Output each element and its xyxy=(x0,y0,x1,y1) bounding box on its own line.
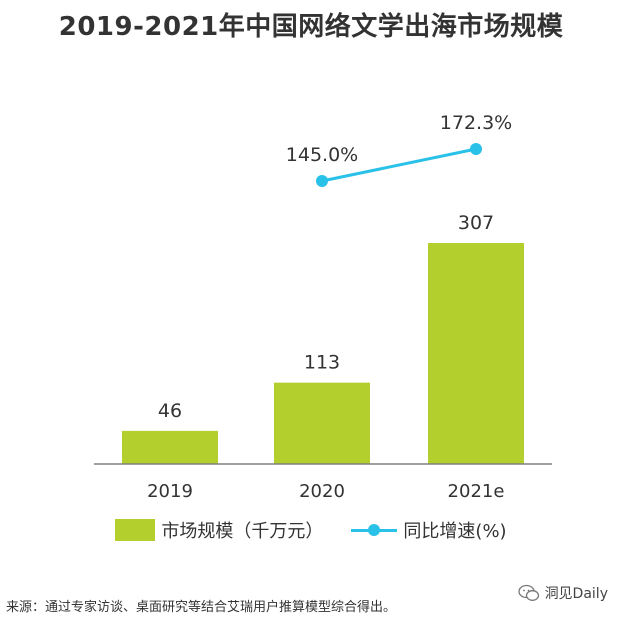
x-tick-label: 2021e xyxy=(448,481,505,502)
bar-value-label: 46 xyxy=(158,400,182,422)
legend-line-swatch xyxy=(351,519,398,541)
watermark: 洞见Daily xyxy=(517,583,608,603)
bar-2020 xyxy=(274,382,370,464)
bar-2019 xyxy=(122,430,218,464)
growth-value-label: 145.0% xyxy=(286,144,358,166)
chart-title: 2019-2021年中国网络文学出海市场规模 xyxy=(58,12,564,42)
source-note: 来源：通过专家访谈、桌面研究等结合艾瑞用户推算模型综合得出。 xyxy=(6,600,397,615)
bar-value-label: 113 xyxy=(304,352,340,374)
legend-bar-swatch xyxy=(115,519,156,541)
x-tick-label: 2020 xyxy=(299,481,345,502)
growth-point-2021e xyxy=(470,143,482,155)
legend-line-label: 同比增速(%) xyxy=(403,521,507,542)
legend-bar-label: 市场规模（千万元） xyxy=(161,521,324,542)
bar-value-label: 307 xyxy=(458,212,494,234)
growth-line xyxy=(321,147,477,183)
legend-item-market-size: 市场规模（千万元） xyxy=(115,517,323,543)
growth-point-2020 xyxy=(316,175,328,187)
growth-value-label: 172.3% xyxy=(440,112,512,134)
x-tick-label: 2019 xyxy=(147,481,193,502)
wechat-icon xyxy=(517,584,539,601)
watermark-text: 洞见Daily xyxy=(544,586,608,602)
legend-item-growth-rate: 同比增速(%) xyxy=(351,517,507,543)
legend: 市场规模（千万元） 同比增速(%) xyxy=(0,517,622,543)
bar-2021e xyxy=(428,243,524,464)
